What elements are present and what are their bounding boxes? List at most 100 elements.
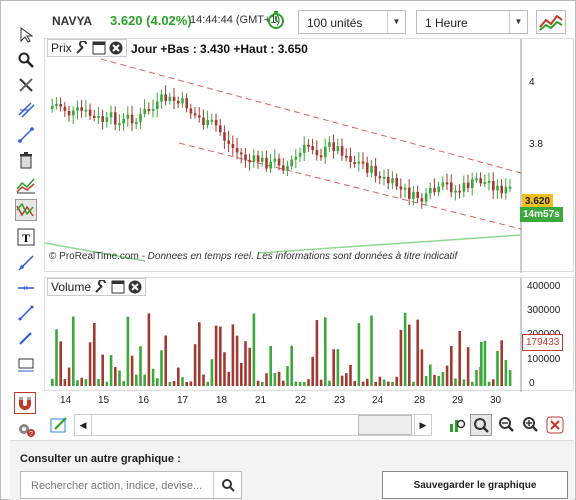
volume-panel[interactable]: Volume 400000 300000 200000 100000 0 bbox=[44, 277, 574, 392]
price-panel[interactable]: Prix Jour +Bas : 3.430 +Haut : 3.650 © P… bbox=[44, 38, 574, 273]
magnifier-icon bbox=[18, 52, 34, 68]
rectangle-icon bbox=[18, 358, 34, 372]
volume-bar bbox=[454, 378, 457, 386]
candle bbox=[55, 104, 58, 107]
horizontal-line-icon: × bbox=[18, 283, 34, 293]
candle bbox=[143, 108, 146, 115]
indicator-tool[interactable] bbox=[15, 174, 37, 196]
volume-bar bbox=[340, 375, 344, 386]
volume-panel-title: Volume bbox=[51, 280, 92, 294]
candle bbox=[135, 121, 138, 124]
candle bbox=[370, 165, 373, 173]
trendline-tool[interactable] bbox=[15, 124, 37, 146]
zoom-fit-button[interactable] bbox=[470, 414, 492, 436]
cursor-tool[interactable] bbox=[15, 24, 37, 46]
horizontal-line-tool[interactable]: × bbox=[15, 277, 37, 299]
edit-chart-button[interactable] bbox=[48, 414, 70, 436]
disclaimer-text: - Donnees en temps reel. Les information… bbox=[138, 251, 458, 262]
scroll-thumb[interactable] bbox=[358, 415, 412, 435]
candle bbox=[458, 190, 461, 193]
candle bbox=[345, 155, 348, 158]
candle bbox=[126, 114, 130, 119]
candle bbox=[462, 182, 466, 192]
candle bbox=[298, 152, 302, 157]
zoom-period-button[interactable] bbox=[446, 414, 468, 436]
symbol-label: NAVYA bbox=[52, 14, 93, 28]
pencil-tool[interactable] bbox=[15, 327, 37, 349]
settings-button[interactable]: ? bbox=[15, 418, 37, 440]
volume-bar bbox=[496, 350, 499, 386]
date-tick: 22 bbox=[295, 395, 307, 406]
window-icon[interactable] bbox=[111, 280, 125, 294]
volume-bar bbox=[164, 335, 167, 386]
candle bbox=[118, 123, 121, 126]
chart-type-button[interactable] bbox=[536, 10, 566, 34]
close-red-icon bbox=[546, 416, 564, 434]
zoom-out-button[interactable] bbox=[496, 414, 518, 436]
candle bbox=[265, 157, 268, 169]
search-placeholder: Rechercher action, indice, devise... bbox=[31, 480, 203, 492]
close-icon[interactable] bbox=[128, 280, 142, 294]
volume-bar bbox=[480, 342, 483, 386]
volume-bar bbox=[105, 381, 109, 386]
candle bbox=[151, 108, 155, 111]
candle bbox=[168, 96, 172, 101]
wrench-icon[interactable] bbox=[75, 41, 89, 55]
scroll-right-button[interactable]: ▶ bbox=[414, 414, 432, 436]
date-tick: 18 bbox=[216, 395, 228, 406]
close-icon[interactable] bbox=[109, 41, 123, 55]
candle bbox=[395, 178, 398, 187]
search-input[interactable]: Rechercher action, indice, devise... bbox=[20, 471, 242, 499]
volume-bar bbox=[168, 381, 172, 386]
candle bbox=[328, 142, 331, 147]
clock-icon[interactable] bbox=[266, 10, 286, 30]
ray-tool[interactable] bbox=[15, 252, 37, 274]
zoom-in-button[interactable] bbox=[520, 414, 542, 436]
day-range-indicator: Jour +Bas : 3.430 +Haut : 3.650 bbox=[131, 42, 308, 56]
candle bbox=[72, 110, 75, 116]
date-tick: 30 bbox=[490, 395, 502, 406]
pencil-icon bbox=[19, 332, 32, 345]
scroll-track[interactable] bbox=[92, 414, 414, 436]
volume-bar bbox=[214, 325, 218, 386]
price-change: 3.620 (4.02%) bbox=[110, 13, 192, 28]
candle bbox=[286, 166, 289, 171]
brand-text: © ProRealTime.com bbox=[49, 251, 139, 262]
text-tool[interactable]: T bbox=[15, 226, 37, 248]
channel-tool[interactable] bbox=[15, 99, 37, 121]
volume-tick: 0 bbox=[529, 378, 535, 389]
volume-bar bbox=[492, 379, 495, 386]
volume-tick: 100000 bbox=[527, 354, 561, 365]
candle bbox=[492, 180, 495, 191]
window-icon[interactable] bbox=[92, 41, 106, 55]
volume-tick: 400000 bbox=[527, 281, 561, 292]
volume-bar bbox=[437, 375, 440, 386]
rectangle-tool[interactable] bbox=[15, 352, 37, 374]
candle bbox=[332, 142, 335, 152]
edit-chart-icon bbox=[50, 417, 67, 433]
candle bbox=[114, 112, 117, 125]
close-chart-button[interactable] bbox=[544, 414, 566, 436]
candle bbox=[147, 108, 151, 111]
fibonacci-tool[interactable] bbox=[15, 199, 37, 221]
candle bbox=[269, 161, 272, 169]
wrench-icon[interactable] bbox=[94, 280, 108, 294]
volume-bar bbox=[252, 313, 256, 386]
segment-tool[interactable] bbox=[15, 302, 37, 324]
volume-bar bbox=[172, 380, 176, 386]
arrow-left-icon: ◀ bbox=[79, 419, 87, 430]
quantity-select[interactable]: 100 unités ▼ bbox=[298, 10, 406, 34]
settings-tool[interactable] bbox=[15, 74, 37, 96]
scroll-left-button[interactable]: ◀ bbox=[74, 414, 92, 436]
volume-bar bbox=[181, 377, 184, 386]
candle bbox=[164, 94, 167, 101]
timeframe-select[interactable]: 1 Heure ▼ bbox=[416, 10, 528, 34]
chart-navigation: ◀ ▶ bbox=[44, 412, 574, 438]
save-chart-button[interactable]: Sauvegarder le graphique bbox=[382, 471, 568, 499]
candle bbox=[374, 165, 377, 177]
delete-tool[interactable] bbox=[15, 149, 37, 171]
search-icon[interactable] bbox=[213, 472, 241, 498]
zoom-tool[interactable] bbox=[15, 49, 37, 71]
magnet-button[interactable] bbox=[14, 392, 36, 414]
volume-bar bbox=[88, 342, 92, 386]
